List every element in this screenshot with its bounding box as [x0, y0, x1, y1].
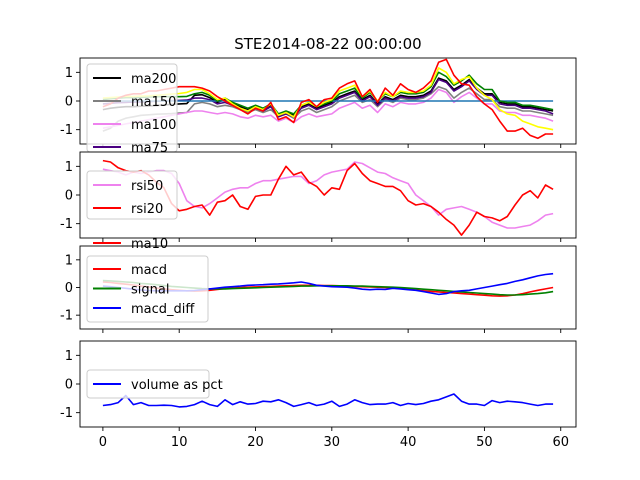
legend: volume as pct: [86, 369, 223, 399]
x-tick-label: 50: [476, 435, 493, 450]
panel-2: 1 0 -1 rsi50 rsi20: [60, 151, 577, 242]
series-line-unlabeled-7: [102, 67, 554, 131]
x-tick-label: 10: [171, 435, 188, 450]
legend-box: [86, 255, 209, 323]
y-tick-label: 0: [65, 281, 73, 296]
y-tick-label: -1: [60, 406, 73, 421]
legend-label: ma200: [131, 72, 176, 87]
series-line-ma100: [102, 88, 554, 129]
legend: ma10 macd signal macd_diff: [86, 237, 209, 323]
y-tick-label: 1: [65, 253, 73, 268]
panel-4-lines: [102, 393, 554, 408]
legend: rsi50 rsi20: [86, 170, 178, 220]
panel-1-lines: [102, 58, 554, 140]
y-tick-label: -1: [60, 217, 73, 232]
series-line-rsi20: [102, 159, 554, 236]
y-tick-label: -1: [60, 123, 73, 138]
y-tick-label: 1: [65, 160, 73, 175]
x-tick-label: 30: [324, 435, 341, 450]
series-line-ma150: [102, 85, 554, 132]
legend-label: volume as pct: [131, 378, 223, 393]
legend-label: ma10: [131, 237, 168, 252]
y-tick-label: 1: [65, 349, 73, 364]
series-line-volume-as-pct: [102, 393, 554, 408]
y-tick-label: -1: [60, 309, 73, 324]
legend-label: rsi20: [131, 202, 163, 217]
series-line-unlabeled-6: [102, 71, 554, 115]
x-tick-label: 40: [400, 435, 417, 450]
panel-2-lines: [102, 159, 554, 236]
legend-label: ma150: [131, 95, 176, 110]
legend-label: macd: [131, 263, 167, 278]
x-tick-label: 0: [99, 435, 107, 450]
legend-box: [86, 369, 210, 399]
series-line-unlabeled-8: [102, 58, 554, 140]
y-tick-label: 0: [65, 95, 73, 110]
y-tick-label: 0: [65, 189, 73, 204]
legend-label: rsi50: [131, 179, 163, 194]
legend-label: signal: [131, 283, 169, 298]
legend-label: macd_diff: [131, 302, 195, 317]
x-tick-label: 20: [247, 435, 264, 450]
y-tick-label: 1: [65, 66, 73, 81]
y-tick-label: 0: [65, 378, 73, 393]
panel-3: 1 0 -1 ma10 macd signal macd_diff: [60, 237, 577, 333]
legend: ma200 ma150 ma100 ma75: [86, 63, 178, 156]
x-tick-label: 60: [552, 435, 569, 450]
legend-label: ma100: [131, 118, 176, 133]
legend-label: ma75: [131, 141, 168, 156]
chart-title: STE2014-08-22 00:00:00: [234, 35, 421, 53]
